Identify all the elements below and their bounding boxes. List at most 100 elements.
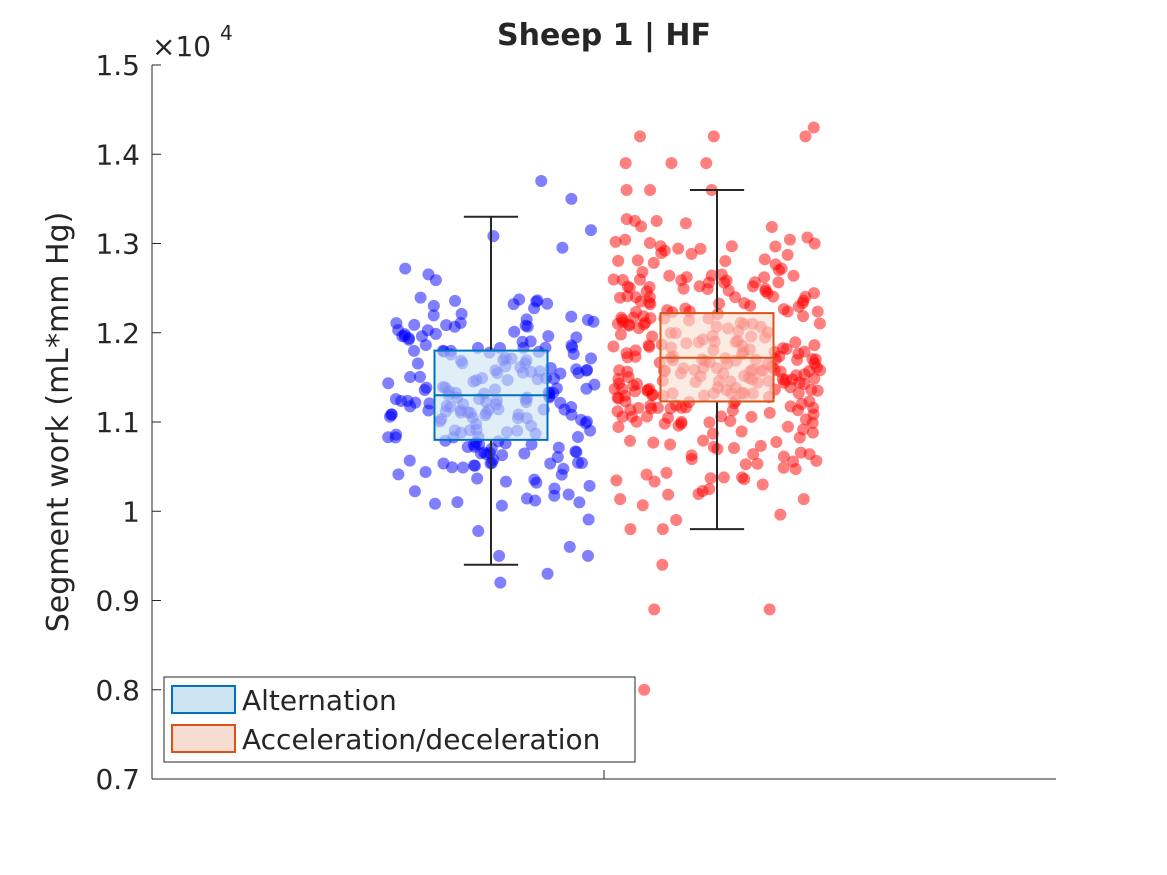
- data-point: [763, 406, 776, 419]
- data-point: [461, 441, 474, 454]
- data-point: [565, 310, 578, 323]
- data-point: [644, 183, 657, 196]
- data-point: [614, 328, 627, 341]
- data-point: [529, 494, 542, 507]
- data-point: [643, 296, 656, 309]
- data-point: [499, 475, 512, 488]
- outlier-point: [493, 549, 506, 562]
- y-axis-label: Segment work (mL*mm Hg): [41, 212, 76, 633]
- outlier-point: [619, 157, 632, 170]
- data-point: [408, 344, 421, 357]
- data-point: [513, 293, 526, 306]
- data-point: [575, 457, 588, 470]
- legend-swatch-alternation: [171, 685, 236, 714]
- data-point: [408, 485, 421, 498]
- outlier-point: [638, 683, 651, 696]
- data-point: [455, 307, 468, 320]
- data-point: [607, 273, 620, 286]
- data-point: [772, 276, 785, 289]
- data-point: [637, 310, 650, 323]
- data-point: [457, 461, 470, 474]
- data-point: [636, 499, 649, 512]
- data-point: [719, 255, 732, 268]
- data-point: [414, 291, 427, 304]
- data-point: [694, 242, 707, 255]
- data-point: [396, 330, 409, 343]
- data-point: [556, 241, 569, 254]
- data-point: [758, 271, 771, 284]
- data-point: [544, 457, 557, 470]
- data-point: [607, 340, 620, 353]
- data-point: [725, 240, 738, 253]
- data-point: [629, 385, 642, 398]
- data-point: [621, 290, 634, 303]
- data-point: [548, 482, 561, 495]
- data-point: [382, 431, 395, 444]
- data-point: [610, 474, 623, 487]
- outlier-point: [535, 175, 548, 188]
- data-point: [715, 268, 728, 281]
- data-point: [648, 475, 661, 488]
- y-tick-label: 0.7: [95, 763, 140, 796]
- y-tick-label: 0.9: [95, 585, 140, 618]
- data-point: [664, 438, 677, 451]
- data-point: [563, 540, 576, 553]
- data-point: [558, 403, 571, 416]
- data-point: [813, 317, 826, 330]
- outlier-point: [634, 130, 647, 143]
- y-ticks: 0.7 0.8 0.9 1 1.1 1.2 1.3 1.4 1.5: [95, 49, 161, 796]
- data-point: [573, 496, 586, 509]
- legend-swatch-acceleration: [171, 724, 236, 753]
- data-point: [663, 269, 676, 282]
- data-point: [612, 420, 625, 433]
- data-point: [777, 461, 790, 474]
- box-plots: [433, 188, 775, 566]
- data-point: [585, 352, 598, 365]
- data-point: [769, 258, 782, 271]
- y-exponent-base: ×10: [152, 30, 211, 63]
- data-point: [629, 344, 642, 357]
- data-point: [765, 220, 778, 233]
- data-point: [542, 330, 555, 343]
- data-point: [795, 397, 808, 410]
- data-point: [521, 320, 534, 333]
- data-point: [808, 372, 821, 385]
- data-point: [392, 468, 405, 481]
- data-point: [621, 280, 634, 293]
- outlier-point: [700, 157, 713, 170]
- y-tick-label: 1.5: [95, 49, 140, 82]
- data-point: [703, 416, 716, 429]
- data-point: [404, 370, 417, 383]
- data-point: [770, 436, 783, 449]
- data-point: [761, 287, 774, 300]
- outlier-point: [763, 603, 776, 616]
- data-point: [429, 497, 442, 510]
- data-point: [570, 363, 583, 376]
- data-point: [806, 416, 819, 429]
- data-point: [792, 387, 805, 400]
- data-point: [692, 488, 705, 501]
- data-point: [640, 468, 653, 481]
- data-point: [583, 479, 596, 492]
- data-point: [789, 336, 802, 349]
- data-point: [429, 274, 442, 287]
- outlier-point: [648, 603, 661, 616]
- data-point: [811, 305, 824, 318]
- data-point: [383, 410, 396, 423]
- data-point: [624, 523, 637, 536]
- data-point: [518, 447, 531, 460]
- data-point: [748, 276, 761, 289]
- data-point: [411, 357, 424, 370]
- data-point: [419, 466, 432, 479]
- data-point: [656, 523, 669, 536]
- data-point: [620, 213, 633, 226]
- data-point: [570, 331, 583, 344]
- data-point: [670, 513, 683, 526]
- data-point: [440, 319, 453, 332]
- outlier-point: [656, 558, 669, 571]
- data-point: [582, 513, 595, 526]
- data-point: [427, 309, 440, 322]
- data-point: [643, 237, 656, 250]
- y-tick-label: 1.1: [95, 406, 140, 439]
